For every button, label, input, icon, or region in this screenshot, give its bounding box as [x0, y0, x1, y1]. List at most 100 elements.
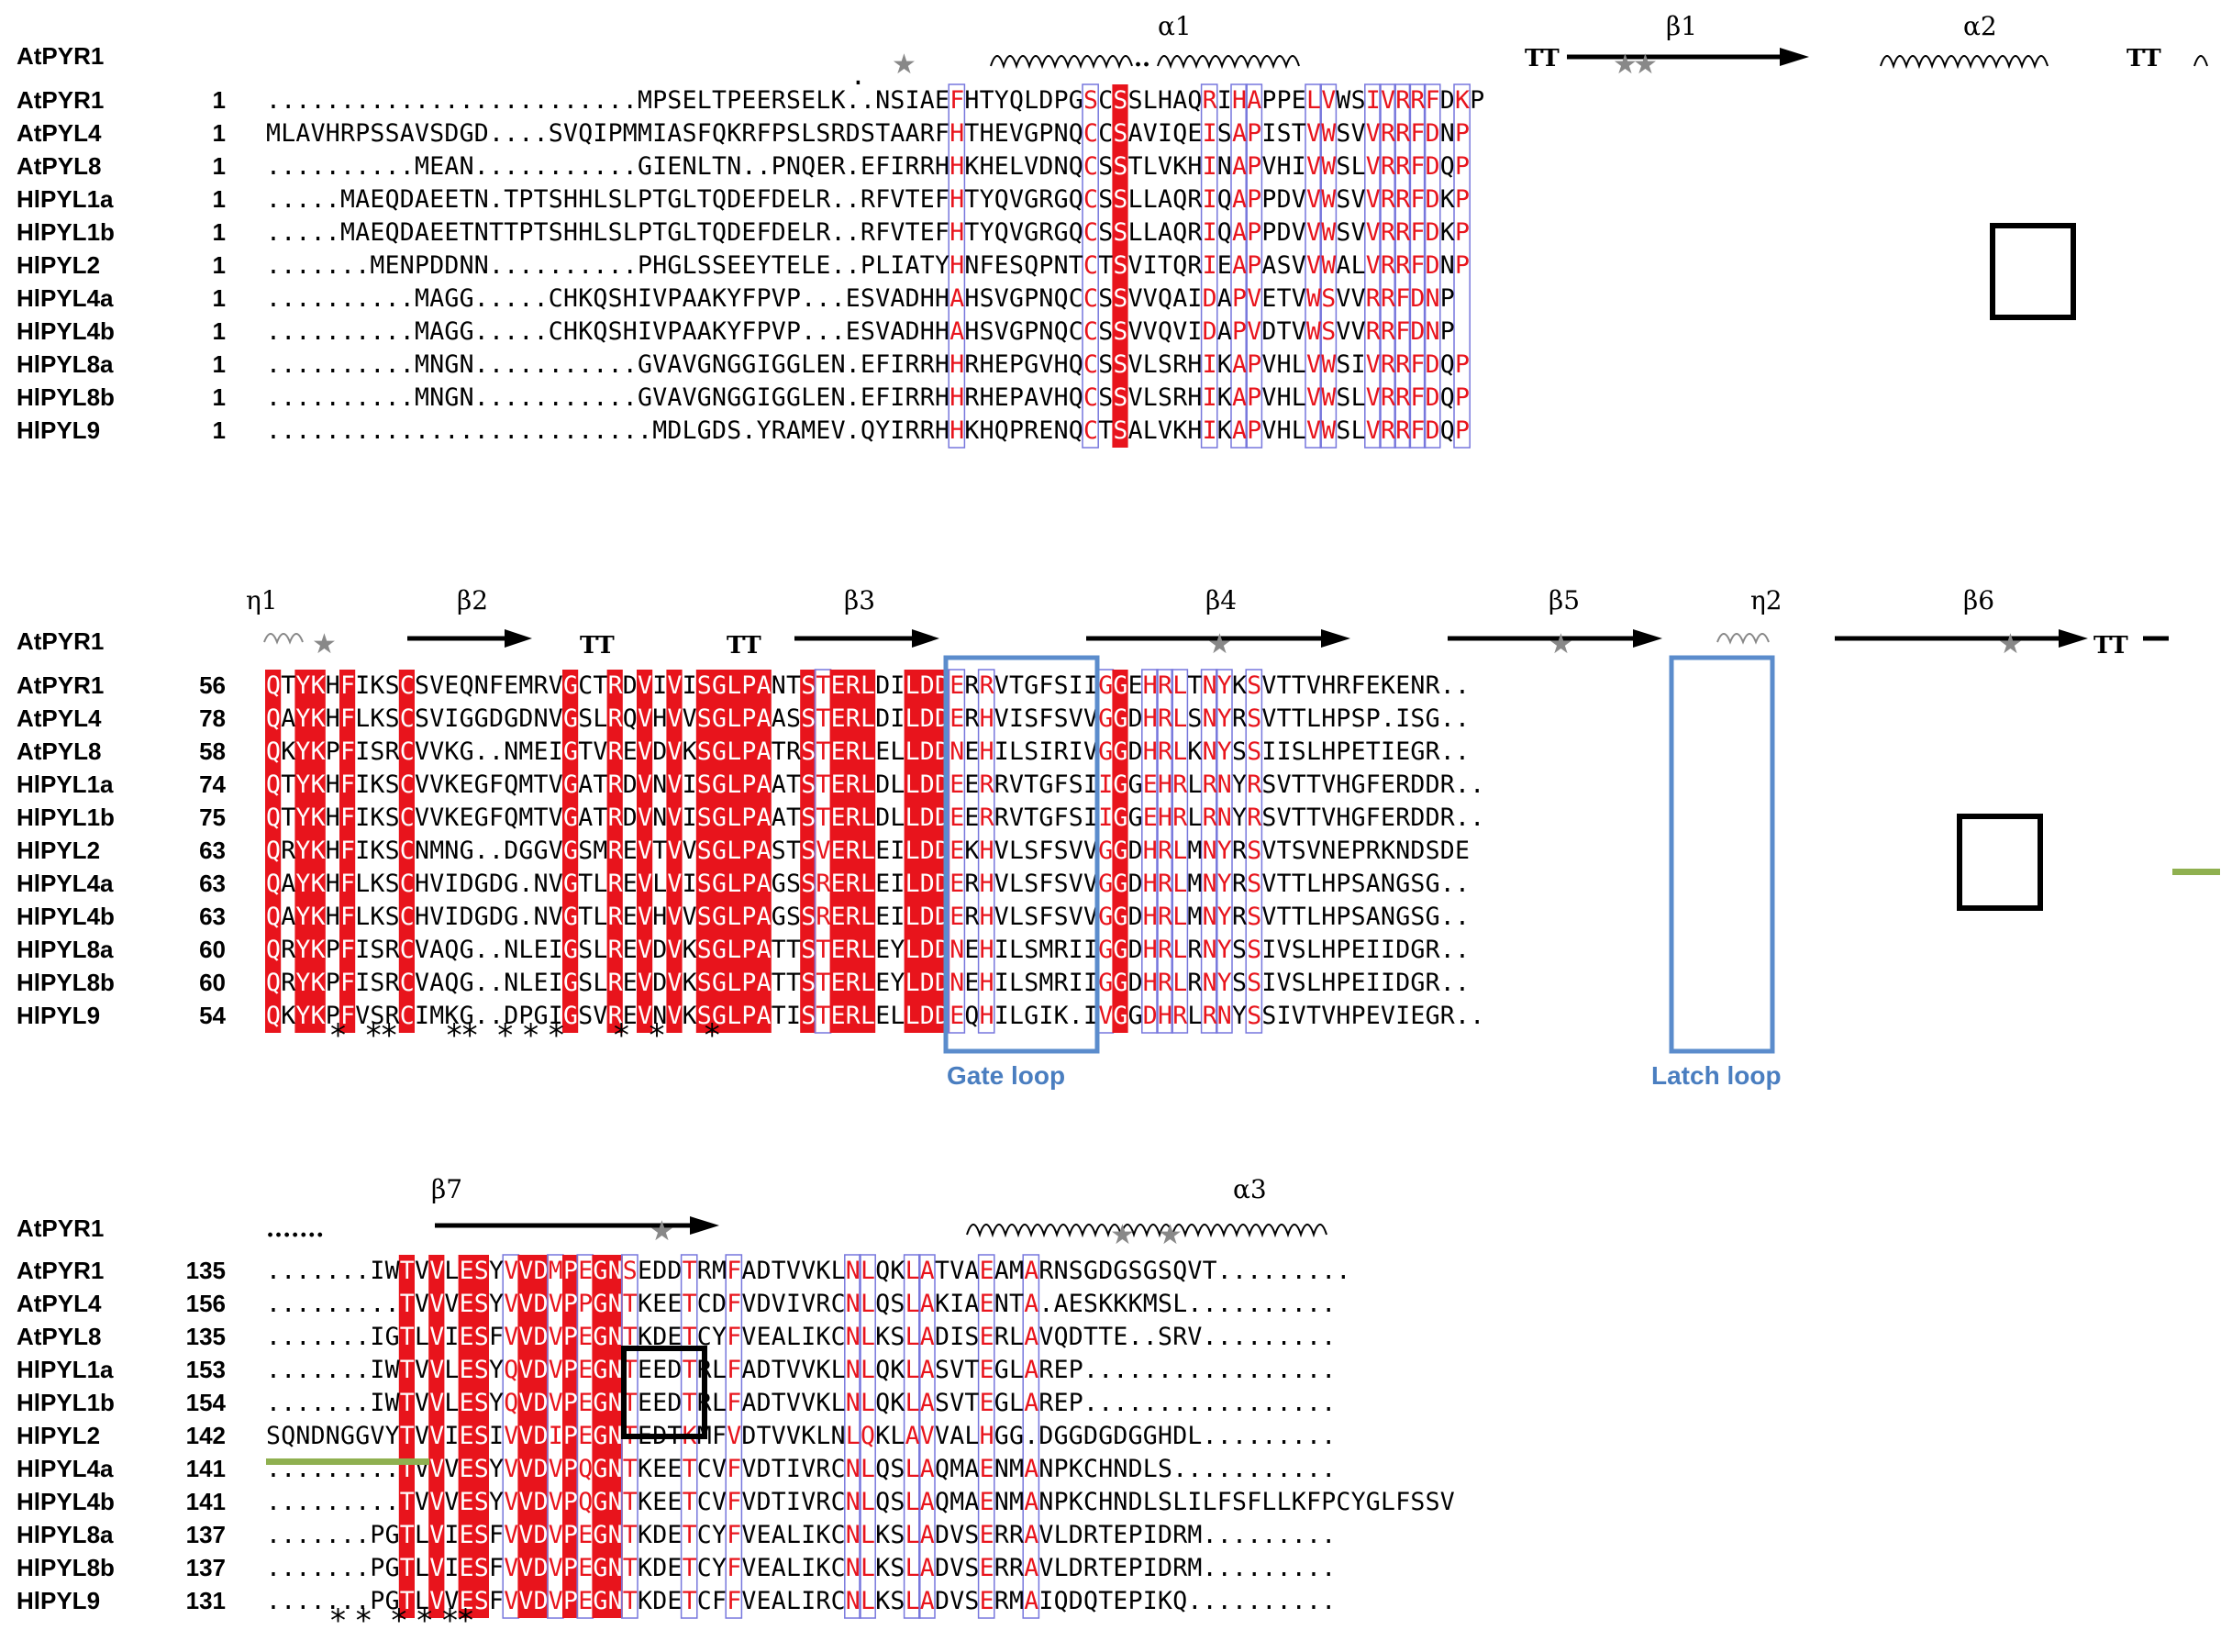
sequence-name: HlPYL1b [17, 218, 115, 246]
sequence-name: HlPYL1a [17, 1356, 114, 1383]
strand-beta7-head [690, 1216, 719, 1235]
similar-column-frame [1230, 83, 1248, 449]
conserved-column [1112, 84, 1128, 448]
conserved-column [800, 670, 816, 1033]
conserved-column [695, 670, 712, 1033]
conserved-column [562, 670, 579, 1033]
strand-beta3-head [912, 629, 939, 648]
sequence-start: 153 [186, 1356, 226, 1383]
sequence-start: 137 [186, 1521, 226, 1548]
strand-beta5-head [1633, 629, 1662, 648]
sequence-name: HlPYL8a [17, 350, 114, 378]
conserved-column [562, 1255, 579, 1618]
turn-tt: TT [727, 632, 761, 660]
dot-marker: . [853, 56, 863, 93]
sequence-start: 141 [186, 1455, 226, 1482]
sequence-start: 54 [199, 1002, 226, 1029]
sequence-residues: MLAVHRPSSAVSDGD....SVQIPMMIASFQKRFPSLSRD… [266, 119, 1470, 148]
sequence-start: 1 [213, 251, 226, 279]
similar-column-frame [1141, 669, 1159, 1034]
sequence-start: 56 [199, 671, 226, 699]
ss-label-eta1: η1 [246, 585, 278, 615]
sequence-start: 142 [186, 1422, 226, 1449]
block-1-header-name: AtPYR1 [17, 42, 104, 70]
sequence-start: 141 [186, 1488, 226, 1515]
similar-column-frame [1200, 669, 1218, 1034]
sequence-start: 1 [213, 218, 226, 246]
conserved-column [711, 670, 727, 1033]
sequence-residues: QKYKPFVSRCIMKG..DPGIGSVREVNVKSGLPATISTER… [266, 1002, 1484, 1030]
sequence-start: 63 [199, 903, 226, 930]
sequence-name: AtPYR1 [17, 86, 104, 114]
conserved-column [472, 1255, 489, 1618]
sequence-residues: QTYKHFIKSCVVKEGFQMTVGATRDVNVISGLPAATSTER… [266, 804, 1484, 832]
sequence-name: AtPYR1 [17, 671, 104, 699]
sequence-residues: .......PGTLVIESFVVDVPEGNTKDETCYFVEALIKCN… [266, 1554, 1336, 1582]
similar-column-frame [1082, 83, 1099, 449]
conserved-column [606, 670, 623, 1033]
sequence-start: 1 [213, 119, 226, 147]
similar-column-frame [977, 669, 995, 1034]
helix-alpha3 [966, 1224, 1327, 1238]
grey-star: ★ [1110, 1219, 1135, 1251]
sequence-name: AtPYL8 [17, 152, 101, 180]
sequence-start: 1 [213, 86, 226, 114]
sequence-name: HlPYL8b [17, 1554, 115, 1581]
sequence-residues: QAYKHFLKSCSVIGGDGDNVGSLRQVHVVSGLPAASSTER… [266, 704, 1470, 733]
helix-eta2 [1716, 633, 1770, 645]
similar-column-frame [844, 1254, 861, 1619]
grey-star: ★ [1613, 49, 1638, 81]
sequence-residues: .........................MPSELTPEERSELK.… [266, 86, 1484, 115]
turn-tt: TT [1525, 45, 1560, 72]
sequence-name: HlPYL8a [17, 936, 114, 963]
block-2-rows: AtPYR1 56 QTYKHFIKSCSVEQNFEMRVGCTRDVIVISGL… [17, 669, 1484, 1054]
sequence-start: 1 [213, 383, 226, 411]
sequence-start: 135 [186, 1323, 226, 1350]
similar-column-frame [1216, 669, 1233, 1034]
similar-column-frame [1423, 83, 1441, 449]
strand-beta2-head [505, 629, 532, 648]
sequence-name: AtPYL8 [17, 737, 101, 765]
sequence-start: 156 [186, 1290, 226, 1317]
sequence-residues: QKYKPFISRCVVKG..NMEIGTVREVDVKSGLPATRSTER… [266, 737, 1470, 766]
block-3-header-name: AtPYR1 [17, 1214, 104, 1242]
similar-column-frame [1394, 83, 1412, 449]
similar-column-frame [948, 669, 966, 1034]
sequence-name: HlPYL4a [17, 870, 114, 897]
block-1-rows: AtPYR1 1 .........................MPSELTPE… [17, 83, 1484, 449]
sequence-start: 60 [199, 969, 226, 996]
similar-column-frame [918, 1254, 936, 1619]
sequence-start: 1 [213, 284, 226, 312]
similar-column-frame [1319, 83, 1338, 449]
strand-beta6-head [2059, 629, 2088, 648]
sequence-name: AtPYL8 [17, 1323, 101, 1350]
latch-loop-label: Latch loop [1651, 1061, 1782, 1090]
consensus-stars: * * * * ** [330, 1602, 473, 1639]
conserved-column [844, 670, 861, 1033]
ss-label-beta2: β2 [457, 585, 488, 615]
block-3-rows: AtPYR1 135 .......IWTVVLESYVVDMPEGNSEDDTRM… [17, 1254, 1455, 1639]
conserved-column [458, 1255, 474, 1618]
grey-star: ★ [312, 628, 337, 660]
similar-column-frame [903, 1254, 921, 1619]
sequence-residues: .....MAEQDAEETN.TPTSHHLSLPTGLTQDEFDELR..… [266, 185, 1470, 214]
helix-gap-dots: .. [1134, 45, 1150, 72]
ss-label-beta6: β6 [1963, 585, 1994, 615]
sequence-start: 1 [213, 416, 226, 444]
conserved-column [860, 670, 876, 1033]
sequence-residues: QRYKHFIKSCNMNG..DGGVGSMREVTVVSGLPASTSVER… [266, 837, 1470, 865]
sequence-residues: ..........................MDLGDS.YRAMEV.… [266, 416, 1470, 445]
conserved-column [592, 1255, 608, 1618]
sequence-name: HlPYL1a [17, 185, 114, 213]
sequence-residues: ..........MEAN...........GIENLTN..PNQER.… [266, 152, 1470, 181]
sequence-name: HlPYL1b [17, 1389, 115, 1416]
sequence-residues: QRYKPFISRCVAQG..NLEIGSLREVDVKSGLPATTSTER… [266, 936, 1470, 964]
sequence-residues: SQNDNGGVYTVVIESIVVDIPEGNTEDTKMFVDTVVKLNL… [266, 1422, 1336, 1450]
conserved-column [740, 670, 757, 1033]
ss-label-eta2: η2 [1750, 585, 1782, 615]
insertion-bar [266, 1458, 429, 1465]
sequence-name: HlPYL4b [17, 317, 115, 345]
highlight-box [1990, 223, 2076, 320]
sequence-name: HlPYL2 [17, 1422, 100, 1449]
